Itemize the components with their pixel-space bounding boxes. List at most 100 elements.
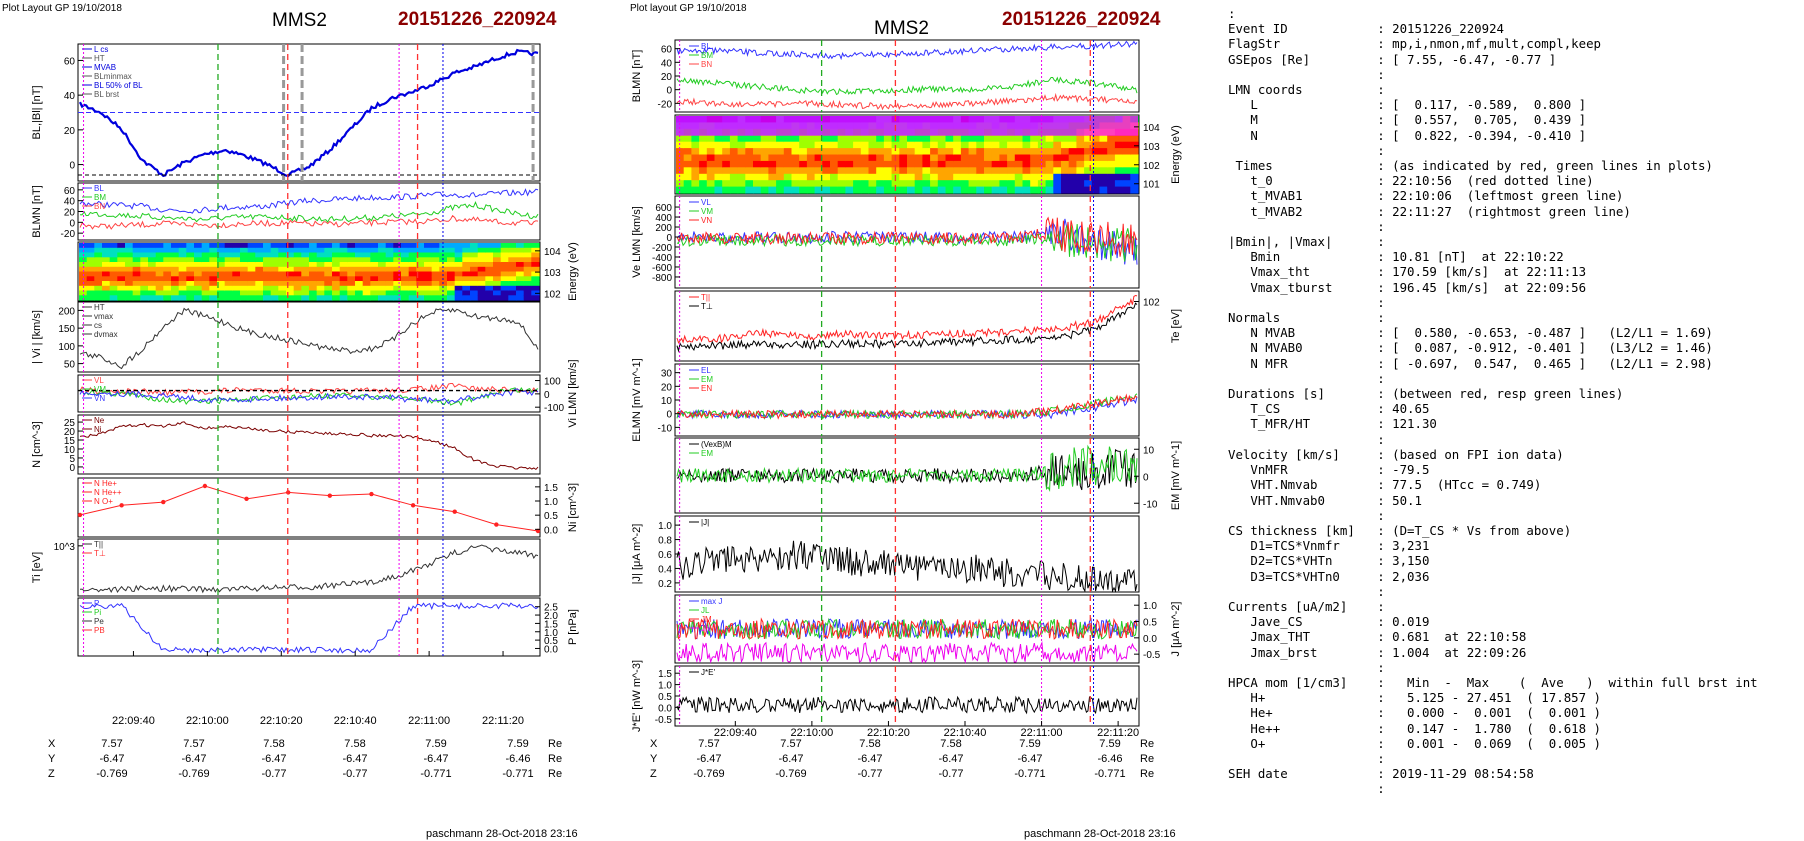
series-line-p5 bbox=[79, 388, 539, 405]
left-tick-label: 0 bbox=[69, 161, 75, 172]
series-line-p4 bbox=[79, 307, 539, 370]
position-value: -6.47 bbox=[696, 753, 722, 765]
series-line-m1 bbox=[676, 92, 1138, 111]
position-value: -0.769 bbox=[178, 768, 210, 780]
mid-tick-label: 0 bbox=[666, 410, 672, 421]
position-row: Z -0.769 -0.769 -0.77 -0.77 -0.771 -0.771 Re bbox=[48, 768, 608, 783]
mid-tick-label: 40 bbox=[661, 58, 673, 69]
legend-entry: J*E' bbox=[701, 668, 715, 677]
series-line-p6 bbox=[79, 421, 539, 471]
mid-tick-label: 0.0 bbox=[658, 703, 672, 714]
left-tick-label: 0.5 bbox=[544, 511, 558, 522]
mid-ylabel: J [μA m^-2] bbox=[1170, 602, 1182, 657]
legend-entry: P bbox=[94, 599, 99, 608]
mid-position-table: X 7.57 7.57 7.58 7.58 7.59 7.59 Re Y -6.47 -6.47 -6… bbox=[650, 738, 1170, 783]
position-value: -0.771 bbox=[1014, 768, 1046, 780]
mid-ylabel: Ve LMN [km/s] bbox=[631, 206, 643, 278]
legend-entry: Ne bbox=[94, 416, 105, 425]
left-tick-label: 1.5 bbox=[544, 619, 558, 630]
legend-entry: HT bbox=[94, 54, 105, 63]
mid-tick-label: 0 bbox=[1143, 472, 1149, 483]
info-line: N MFR : [ -0.697, 0.547, 0.465 ] (L2/L1 … bbox=[1228, 355, 1713, 371]
left-tick-label: 102 bbox=[544, 289, 561, 300]
left-ylabel: P [nPa] bbox=[567, 609, 579, 645]
position-value: -6.46 bbox=[505, 753, 531, 765]
mid-ylabel: Te [eV] bbox=[1170, 309, 1182, 343]
left-tick-label: 60 bbox=[64, 56, 76, 67]
legend-entry: (VexB)M bbox=[701, 440, 732, 449]
series-line-p2 bbox=[79, 214, 539, 230]
position-value: -6.46 bbox=[1097, 753, 1123, 765]
info-line: He+ : 0.000 - 0.001 ( 0.001 ) bbox=[1228, 705, 1601, 721]
legend-entry: VN bbox=[94, 394, 105, 403]
info-line: L : [ 0.117, -0.589, 0.800 ] bbox=[1228, 97, 1587, 113]
left-tick-label: 0 bbox=[69, 218, 75, 229]
legend-entry: PB bbox=[94, 626, 105, 635]
left-ylabel: Ni [cm^-3] bbox=[567, 483, 579, 532]
left-tick-label: 150 bbox=[58, 324, 75, 335]
info-line: N MVAB0 : [ 0.087, -0.912, -0.401 ] (L3/… bbox=[1228, 340, 1713, 356]
position-value: -0.769 bbox=[96, 768, 128, 780]
position-label: Y bbox=[650, 753, 658, 765]
mid-panel-frame bbox=[674, 195, 1140, 289]
position-row: Y -6.47 -6.47 -6.47 -6.47 -6.47 -6.46 Re bbox=[650, 753, 1170, 768]
mid-tick-label: -800 bbox=[652, 273, 672, 284]
mid-tick-label: 10 bbox=[661, 396, 673, 407]
series-line-m7 bbox=[676, 540, 1138, 593]
left-time-tick: 22:11:00 bbox=[408, 715, 450, 727]
series-line-p8 bbox=[79, 544, 539, 594]
spectrogram-band bbox=[676, 116, 1138, 136]
info-line: D3=TCS*VHTn0 : 2,036 bbox=[1228, 568, 1430, 584]
info-line: t_MVAB2 : 22:11:27 (rightmost green line… bbox=[1228, 203, 1631, 219]
legend-entry: vmax bbox=[94, 312, 113, 321]
legend-entry: JM bbox=[701, 615, 712, 624]
left-tick-label: 200 bbox=[58, 306, 75, 317]
mid-tick-label: -600 bbox=[652, 263, 672, 274]
mid-tick-label: 1.5 bbox=[658, 669, 672, 680]
mid-tick-label: 102 bbox=[1143, 161, 1160, 172]
mid-tick-label: 200 bbox=[655, 223, 672, 234]
mid-spacecraft-label: MMS2 bbox=[874, 18, 929, 39]
left-panel-frame bbox=[77, 538, 541, 597]
left-tick-label: 0 bbox=[544, 390, 550, 401]
position-value: -0.771 bbox=[1094, 768, 1126, 780]
left-tick-label: 5 bbox=[69, 454, 75, 465]
info-line: Times : (as indicated by red, green line… bbox=[1228, 158, 1713, 174]
left-spacecraft-label: MMS2 bbox=[272, 10, 327, 31]
series-line-p5 bbox=[79, 387, 539, 407]
info-line: Currents [uA/m2] : bbox=[1228, 598, 1385, 614]
mid-panel-frame bbox=[674, 39, 1140, 113]
legend-entry: EM bbox=[701, 375, 713, 384]
info-line: : bbox=[1228, 659, 1385, 675]
legend-entry: VM bbox=[701, 207, 713, 216]
legend-entry: cs bbox=[94, 321, 102, 330]
mid-time-tick: 22:11:20 bbox=[1097, 727, 1139, 738]
info-line: : bbox=[1228, 507, 1385, 523]
info-line: Jmax_THT : 0.681 at 22:10:58 bbox=[1228, 629, 1527, 645]
legend-entry: T|| bbox=[701, 293, 710, 302]
mid-tick-label: -0.5 bbox=[1143, 650, 1161, 661]
position-value: -6.47 bbox=[1017, 753, 1043, 765]
legend-entry: N O+ bbox=[94, 497, 113, 506]
legend-entry: JN bbox=[701, 624, 711, 633]
info-line: D2=TCS*VHTn : 3,150 bbox=[1228, 553, 1430, 569]
info-line: O+ : 0.001 - 0.069 ( 0.005 ) bbox=[1228, 735, 1601, 751]
legend-entry: BL bbox=[94, 184, 104, 193]
mid-tick-label: -400 bbox=[652, 253, 672, 264]
data-point bbox=[161, 499, 166, 505]
series-line-m3 bbox=[676, 224, 1138, 262]
mid-tick-label: 0 bbox=[666, 233, 672, 244]
legend-entry: T⊥ bbox=[94, 549, 106, 558]
position-row: X 7.57 7.57 7.58 7.58 7.59 7.59 Re bbox=[650, 738, 1170, 753]
mid-tick-label: 103 bbox=[1143, 142, 1160, 153]
position-unit: Re bbox=[548, 768, 563, 780]
position-value: -6.47 bbox=[778, 753, 804, 765]
series-line-m1 bbox=[676, 76, 1138, 96]
info-line: N MVAB : [ 0.580, -0.653, -0.487 ] (L2/L… bbox=[1228, 325, 1713, 341]
left-tick-label: 0 bbox=[69, 463, 75, 474]
info-line: Jmax_brst : 1.004 at 22:09:26 bbox=[1228, 644, 1527, 660]
legend-entry: VL bbox=[701, 198, 711, 207]
legend-entry: VN bbox=[701, 216, 712, 225]
mid-time-tick: 22:09:40 bbox=[714, 727, 757, 738]
